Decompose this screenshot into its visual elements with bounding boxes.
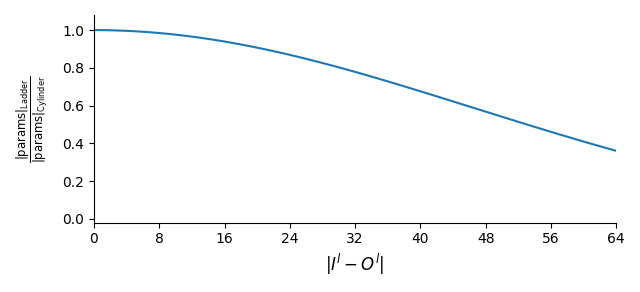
X-axis label: $|I^l - O^l|$: $|I^l - O^l|$: [325, 252, 385, 277]
Y-axis label: $\frac{|\mathrm{params}|_{\mathrm{Ladder}}}{|\mathrm{params}|_{\mathrm{Cylinder}: $\frac{|\mathrm{params}|_{\mathrm{Ladder…: [15, 75, 51, 163]
